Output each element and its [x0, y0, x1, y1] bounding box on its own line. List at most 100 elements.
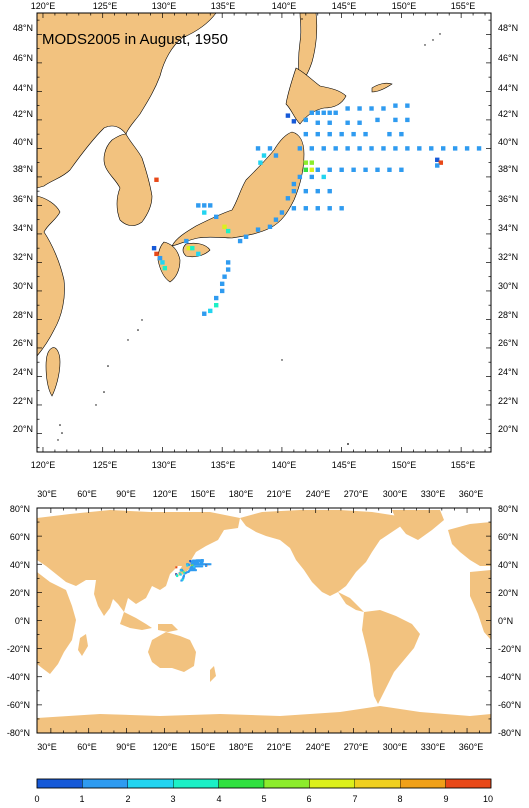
mainland-north-land: [36, 12, 217, 189]
colorbar-swatch: [309, 778, 355, 789]
regional-right-lat-label: 42°N: [498, 109, 518, 119]
korea-peninsula-land: [103, 133, 153, 226]
regional-right-lat-label: 20°N: [498, 424, 518, 434]
regional-left-lat-label: 40°N: [13, 137, 33, 147]
global-data-cell: [200, 563, 203, 566]
regional-data-cell: [405, 117, 410, 123]
regional-data-cell: [429, 146, 434, 151]
global-data-cell: [187, 570, 190, 573]
global-left-lat-label: -80°N: [7, 728, 30, 738]
regional-data-cell: [315, 131, 320, 137]
regional-data-cell: [309, 160, 314, 165]
regional-data-cell: [345, 106, 350, 111]
global-bottom-lon-label: 90°E: [116, 742, 136, 752]
regional-data-cell: [261, 153, 267, 158]
regional-left-lat-label: 20°N: [13, 424, 33, 434]
regional-data-cell: [351, 167, 356, 172]
regional-data-cell: [363, 167, 368, 172]
regional-data-cell: [237, 238, 243, 244]
global-data-cell: [197, 561, 200, 564]
regional-left-lat-label: 32°N: [13, 252, 33, 262]
global-bottom-lon-label: 270°E: [344, 742, 369, 752]
regional-left-lat-label: 30°N: [13, 281, 33, 291]
north-america-land: [240, 510, 404, 596]
regional-data-cell: [255, 146, 261, 151]
colorbar-label: 6: [306, 794, 311, 804]
regional-data-cell: [154, 251, 159, 257]
global-left-lat-label: 80°N: [10, 504, 30, 514]
global-data-cell: [176, 575, 179, 578]
global-data-cells: [175, 559, 212, 582]
regional-data-cell: [309, 110, 314, 115]
global-data-cell: [201, 561, 204, 564]
global-data-cell: [198, 560, 201, 563]
colorbar-label: 7: [352, 794, 357, 804]
global-top-lon-label: 360°E: [459, 489, 484, 499]
global-right-lat-label: 80°N: [498, 504, 518, 514]
global-bottom-lon-label: 360°E: [459, 742, 484, 752]
indonesia-land: [120, 612, 152, 630]
regional-data-cell: [339, 206, 344, 211]
regional-left-lat-label: 48°N: [13, 23, 33, 33]
hokkaido-land: [285, 67, 347, 125]
global-land: [37, 510, 491, 733]
regional-bottom-lon-label: 135°E: [211, 460, 236, 470]
global-top-lon-label: 180°E: [229, 489, 254, 499]
global-bottom-lon-label: 300°E: [383, 742, 408, 752]
regional-right-lat-label: 48°N: [498, 23, 518, 33]
global-right-lat-label: -40°N: [498, 672, 521, 682]
colorbar-label: 1: [79, 794, 84, 804]
global-top-lon-label: 300°E: [383, 489, 408, 499]
regional-data-cell: [222, 224, 227, 229]
global-data-cell: [196, 565, 199, 568]
regional-bottom-lon-label: 120°E: [31, 460, 56, 470]
regional-tick-marks: [37, 13, 491, 452]
regional-data-cell: [381, 146, 386, 151]
regional-data-cell: [162, 265, 168, 271]
global-data-cell: [194, 569, 197, 572]
regional-data-cell: [393, 146, 398, 151]
global-data-cell: [196, 561, 199, 564]
global-top-lon-label: 330°E: [421, 489, 446, 499]
global-data-cell: [192, 560, 195, 563]
global-data-cell: [191, 561, 194, 564]
global-data-cell: [209, 563, 212, 566]
regional-data-cell: [357, 120, 362, 125]
global-data-cell: [201, 563, 204, 566]
regional-data-cell: [309, 146, 314, 151]
global-data-cell: [193, 569, 196, 572]
regional-data-cell: [309, 174, 314, 180]
global-data-cell: [193, 561, 196, 564]
global-data-cell: [199, 559, 202, 562]
global-data-cell: [195, 563, 198, 566]
global-data-cell: [204, 564, 207, 567]
china-coast-land: [36, 195, 65, 357]
global-data-cell: [194, 561, 197, 564]
regional-bottom-lon-label: 125°E: [93, 460, 118, 470]
regional-land: [36, 12, 393, 397]
global-data-cell: [194, 563, 197, 566]
regional-data-cell: [291, 206, 297, 211]
global-top-lon-label: 120°E: [153, 489, 178, 499]
colorbar-swatches: [36, 778, 492, 789]
global-data-cell: [192, 567, 195, 570]
regional-left-lat-label: 38°N: [13, 164, 33, 174]
regional-right-lat-label: 32°N: [498, 252, 518, 262]
regional-data-cell: [315, 110, 320, 115]
regional-top-lon-label: 150°E: [392, 1, 417, 11]
regional-left-lat-label: 42°N: [13, 109, 33, 119]
global-data-cell: [186, 564, 189, 567]
global-top-lon-label: 270°E: [344, 489, 369, 499]
global-left-lat-label: 20°N: [10, 588, 30, 598]
global-bottom-lon-label: 210°E: [267, 742, 292, 752]
regional-data-cell: [393, 117, 398, 123]
regional-data-cell: [387, 131, 392, 137]
regional-data-cell: [321, 110, 326, 115]
regional-data-cell: [375, 167, 380, 172]
regional-data-cell: [222, 274, 227, 279]
regional-right-lat-label: 40°N: [498, 137, 518, 147]
global-data-cell: [201, 560, 204, 563]
global-data-cell: [196, 560, 199, 563]
global-data-cell: [191, 566, 194, 569]
